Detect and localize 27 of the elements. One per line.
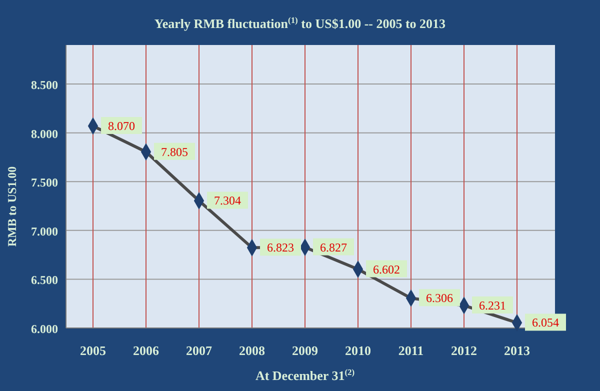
text: 6.823 bbox=[267, 240, 294, 255]
x-tick-label: 2005 bbox=[80, 343, 106, 358]
y-tick-label: 8.500 bbox=[31, 78, 58, 92]
x-tick-label: 2010 bbox=[345, 343, 371, 358]
y-tick-label: 6.500 bbox=[31, 273, 58, 288]
x-tick-label: 2006 bbox=[133, 343, 160, 358]
chart-title: Yearly RMB fluctuation$^{(1)}$ to US$1.00 -- 2005 to 2013 bbox=[154, 15, 446, 31]
text: 6.054 bbox=[532, 316, 559, 330]
x-tick-label: 2009 bbox=[292, 343, 318, 358]
text: 6.602 bbox=[373, 262, 400, 276]
y-tick-label: 8.000 bbox=[31, 126, 58, 141]
text: 7.805 bbox=[161, 144, 188, 159]
y-tick-label: 6.000 bbox=[31, 322, 58, 336]
x-tick-label: 2008 bbox=[239, 343, 266, 358]
x-tick-label: 2007 bbox=[186, 343, 212, 358]
text: 6.231 bbox=[479, 298, 506, 312]
x-tick-label: 2013 bbox=[504, 343, 530, 358]
x-axis-title: At December 31$^{(2)}$ bbox=[255, 367, 355, 383]
x-tick-label: 2012 bbox=[451, 343, 477, 358]
x-tick-label: 2011 bbox=[398, 343, 424, 358]
text: 6.827 bbox=[320, 240, 347, 254]
text: 8.070 bbox=[108, 118, 135, 133]
y-tick-label: 7.500 bbox=[31, 176, 58, 190]
y-axis-title: RMB to US1.00 bbox=[5, 166, 19, 247]
text: 7.304 bbox=[214, 194, 241, 208]
y-tick-label: 7.000 bbox=[31, 224, 58, 238]
text: 6.306 bbox=[426, 291, 453, 306]
